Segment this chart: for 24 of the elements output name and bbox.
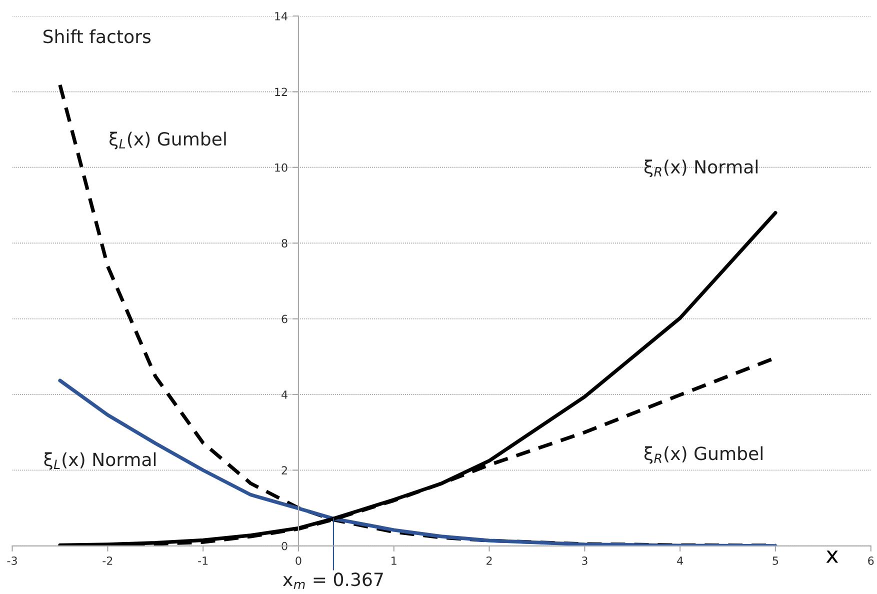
y-tick-label: 14 [275,12,288,20]
series-label: ξ$_{R}$(x) Gumbel [644,446,762,464]
text: Shift factors [44,29,151,44]
y-tick-label: 4 [282,390,288,399]
y-tick-label: 6 [282,314,288,324]
x-tick-label: 3 [582,556,588,565]
x-tick-label: -2 [102,556,112,565]
x-tick-label: 1 [392,556,396,565]
x-tick-label: 2 [486,556,492,565]
y-tick-label: 12 [275,88,287,96]
series-label: ξ$_{L}$(x) Normal [44,452,156,470]
y-tick-label: 2 [282,466,287,474]
series-label: ξ$_{L}$(x) Gumbel [110,132,226,150]
x-tick-label: 4 [677,556,683,565]
y-tick-label: 8 [282,239,288,248]
y-tick-label: 10 [275,163,288,172]
x-tick-label: 0 [296,556,302,565]
ref-line-label: x$_{m}$ = 0.367 [282,572,383,589]
x-tick-label: -3 [7,556,17,565]
x-tick-label: 6 [868,556,874,565]
text: ξ$_{R}$(x) Normal [644,160,758,178]
x-axis-title: x [826,550,838,563]
x-tick-label: 5 [772,556,778,565]
x-tick-label: -1 [198,556,208,565]
